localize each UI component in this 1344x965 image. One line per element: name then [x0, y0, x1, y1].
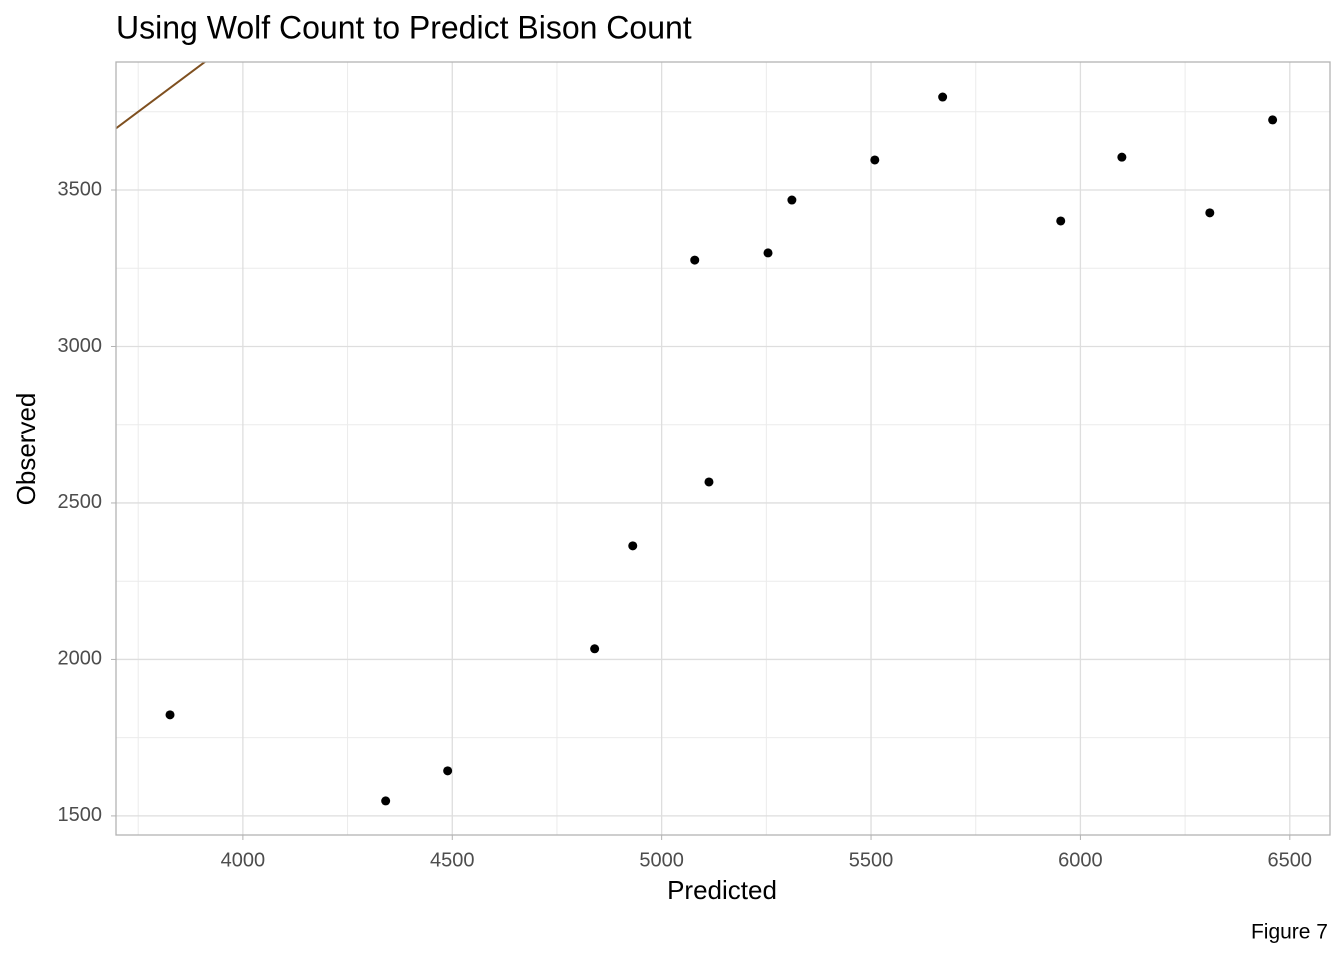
point [690, 255, 700, 265]
x-axis-label: Predicted [667, 875, 777, 905]
chart-title: Using Wolf Count to Predict Bison Count [116, 9, 692, 45]
point [1205, 208, 1215, 218]
point [787, 195, 797, 205]
marks [116, 62, 1278, 806]
x-tick-label: 4000 [221, 849, 266, 871]
y-axis-label: Observed [11, 393, 41, 506]
y-tick-label: 3000 [58, 335, 103, 357]
y-tick-label: 3500 [58, 178, 103, 200]
point [938, 92, 948, 102]
grid [116, 62, 1330, 835]
panel-border [115, 61, 1331, 836]
point [443, 766, 453, 776]
x-tick-label: 6000 [1058, 849, 1103, 871]
point [165, 710, 175, 720]
x-tick-label: 5000 [639, 849, 684, 871]
point [763, 248, 773, 258]
point [870, 155, 880, 165]
caption: Figure 7 [1251, 921, 1328, 944]
y-tick-label: 1500 [58, 804, 103, 826]
point [590, 644, 600, 654]
point [1117, 152, 1127, 162]
point [1268, 115, 1278, 125]
point [381, 796, 391, 806]
x-tick-label: 5500 [849, 849, 894, 871]
point [1056, 216, 1066, 226]
point [628, 541, 638, 551]
y-tick-label: 2500 [58, 491, 103, 513]
x-tick-label: 6500 [1268, 849, 1313, 871]
x-tick-label: 4500 [430, 849, 475, 871]
point [704, 477, 714, 487]
y-tick-label: 2000 [58, 648, 103, 670]
